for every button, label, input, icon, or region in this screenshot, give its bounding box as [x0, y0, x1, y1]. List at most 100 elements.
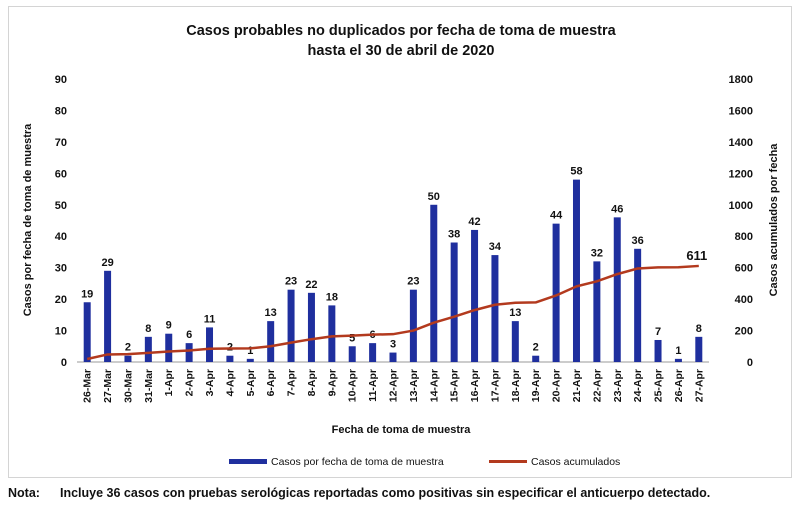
- bar-value-label: 29: [101, 257, 113, 269]
- bar-value-label: 5: [349, 332, 355, 344]
- bar: [165, 333, 173, 362]
- bar-value-label: 34: [489, 241, 502, 253]
- y-tick-left-label: 90: [55, 74, 67, 86]
- bar-value-label: 13: [265, 307, 277, 319]
- legend: Casos por fecha de toma de muestra Casos…: [229, 456, 620, 468]
- bar: [104, 270, 112, 362]
- bar: [287, 289, 295, 362]
- y-tick-right-label: 200: [735, 326, 753, 338]
- bar-value-label: 23: [407, 276, 419, 288]
- x-tick-label: 7-Apr: [286, 369, 298, 396]
- x-tick-label: 18-Apr: [510, 369, 522, 402]
- y-tick-right-label: 1800: [729, 74, 753, 86]
- bar: [389, 352, 397, 362]
- y-tick-left-label: 0: [61, 357, 67, 369]
- x-tick-label: 17-Apr: [489, 369, 501, 402]
- x-tick-label: 19-Apr: [530, 369, 542, 402]
- bar: [613, 217, 621, 362]
- bar: [124, 355, 132, 362]
- chart-frame: Casos probables no duplicados por fecha …: [8, 6, 792, 478]
- bar: [430, 204, 438, 362]
- bar-value-label: 23: [285, 276, 297, 288]
- bar-value-label: 7: [655, 326, 661, 338]
- y-tick-right-label: 1200: [729, 168, 753, 180]
- bar: [267, 321, 275, 362]
- x-tick-label: 24-Apr: [632, 369, 644, 402]
- bar: [634, 248, 642, 362]
- chart-svg: Casos probables no duplicados por fecha …: [22, 23, 780, 468]
- bar-value-label: 38: [448, 229, 460, 241]
- y-tick-left-label: 30: [55, 263, 67, 275]
- x-tick-label: 8-Apr: [306, 369, 318, 396]
- footnote: Nota: Incluye 36 casos con pruebas seroló…: [8, 486, 710, 500]
- legend-bar-swatch: [229, 459, 267, 464]
- bar-value-label: 13: [509, 307, 521, 319]
- bar-value-label: 6: [186, 329, 192, 341]
- bar: [246, 358, 254, 362]
- bar-value-label: 50: [428, 191, 440, 203]
- bar: [593, 261, 601, 362]
- bar-value-label: 1: [247, 345, 253, 357]
- footnote-text: Incluye 36 casos con pruebas serológicas…: [60, 486, 711, 500]
- bar-value-label: 19: [81, 288, 93, 300]
- bar: [206, 327, 214, 362]
- bar-value-label: 8: [145, 323, 151, 335]
- bar-value-label: 42: [468, 216, 480, 228]
- x-tick-label: 26-Mar: [82, 369, 94, 403]
- bar: [674, 358, 682, 362]
- bar-value-label: 8: [696, 323, 702, 335]
- bar: [450, 242, 458, 362]
- x-tick-label: 27-Apr: [693, 369, 705, 402]
- bar: [409, 289, 417, 362]
- bar: [83, 302, 91, 362]
- chart-title: Casos probables no duplicados por fecha …: [186, 23, 616, 39]
- bar: [369, 343, 377, 362]
- legend-line-label: Casos acumulados: [531, 456, 620, 468]
- x-tick-label: 27-Mar: [102, 369, 114, 403]
- cumulative-end-label: 611: [686, 248, 707, 263]
- bar: [348, 346, 356, 362]
- bar: [328, 305, 336, 362]
- y-tick-left-label: 40: [55, 231, 67, 243]
- x-tick-label: 10-Apr: [347, 369, 359, 402]
- y-tick-right-label: 1600: [729, 105, 753, 117]
- plot-area: 0 10 20 30 40 50 60 70 80 90 0 200 400 600 800 1000 1200…: [55, 74, 753, 403]
- y-tick-left-label: 50: [55, 200, 67, 212]
- x-tick-label: 12-Apr: [388, 369, 400, 402]
- x-tick-label: 2-Apr: [184, 369, 196, 396]
- x-tick-label: 3-Apr: [204, 369, 216, 396]
- y-tick-right-label: 1400: [729, 137, 753, 149]
- x-tick-label: 30-Mar: [122, 369, 134, 403]
- y-tick-left-label: 20: [55, 294, 67, 306]
- x-tick-label: 22-Apr: [591, 369, 603, 402]
- y-tick-right-label: 1000: [729, 200, 753, 212]
- bar-value-label: 18: [326, 291, 338, 303]
- bar: [654, 339, 662, 362]
- x-tick-label: 16-Apr: [469, 369, 481, 402]
- y-tick-right-label: 600: [735, 263, 753, 275]
- bar: [185, 343, 193, 362]
- x-tick-label: 11-Apr: [367, 369, 379, 402]
- bar-value-label: 2: [125, 342, 131, 354]
- bar-value-label: 3: [390, 339, 396, 351]
- footnote-label: Nota:: [8, 486, 40, 500]
- bar-value-label: 46: [611, 203, 623, 215]
- legend-line-swatch: [489, 460, 527, 463]
- bar-value-label: 11: [204, 313, 216, 325]
- x-tick-label: 5-Apr: [245, 369, 257, 396]
- x-tick-label: 23-Apr: [612, 369, 624, 402]
- bar: [695, 336, 703, 362]
- x-tick-label: 9-Apr: [326, 369, 338, 396]
- x-tick-label: 25-Apr: [653, 369, 665, 402]
- x-tick-label: 13-Apr: [408, 369, 420, 402]
- x-tick-label: 14-Apr: [428, 369, 440, 402]
- x-tick-label: 15-Apr: [449, 369, 461, 402]
- bar: [471, 229, 479, 362]
- bar: [144, 336, 152, 362]
- bar: [552, 223, 560, 362]
- legend-bar-label: Casos por fecha de toma de muestra: [271, 456, 444, 468]
- y-axis-right-label: Casos acumulados por fecha: [768, 143, 780, 297]
- bar-value-label: 2: [533, 342, 539, 354]
- bar-value-label: 58: [570, 166, 582, 178]
- bar-value-label: 36: [632, 235, 644, 247]
